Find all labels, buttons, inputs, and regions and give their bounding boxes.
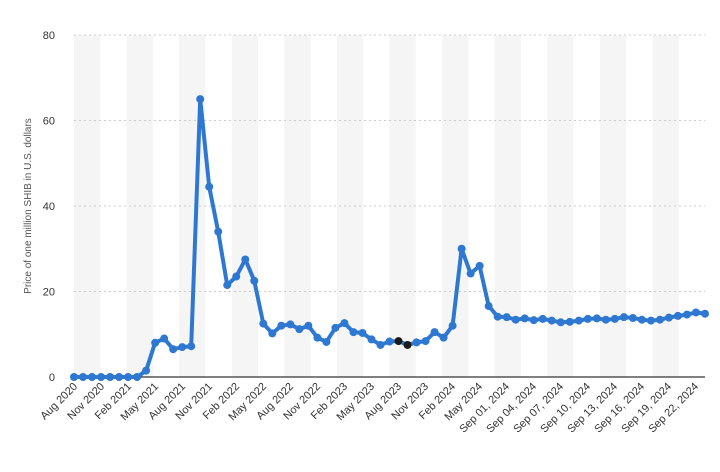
data-point[interactable] [601,315,610,324]
data-point[interactable] [439,333,448,342]
data-point-highlighted[interactable] [403,340,412,349]
data-point[interactable] [520,314,529,323]
data-points [70,95,709,381]
data-point[interactable] [223,281,232,290]
data-point[interactable] [448,321,457,330]
data-point[interactable] [502,313,511,322]
data-point[interactable] [304,321,313,330]
data-point[interactable] [565,317,574,326]
data-point[interactable] [70,373,78,381]
data-point[interactable] [133,373,142,381]
background-band [599,35,627,377]
data-point[interactable] [88,373,97,381]
data-point[interactable] [574,316,583,325]
data-point[interactable] [106,373,115,381]
data-point[interactable] [511,315,520,324]
background-band [494,35,521,377]
y-axis-label: Price of one million SHIB in U.S. dollar… [23,118,34,294]
data-point[interactable] [457,244,466,253]
data-point[interactable] [187,342,196,351]
data-point[interactable] [259,319,268,328]
data-point[interactable] [313,333,322,342]
y-tick-label: 0 [49,372,55,384]
data-point[interactable] [196,95,205,104]
data-point[interactable] [250,276,259,285]
gridlines [74,34,705,292]
data-point[interactable] [592,314,601,323]
data-point[interactable] [124,373,133,381]
data-point[interactable] [232,272,241,281]
data-point[interactable] [701,309,709,318]
data-point[interactable] [412,338,421,347]
data-point[interactable] [214,227,223,236]
data-point[interactable] [475,261,484,270]
data-point[interactable] [340,319,349,328]
data-point[interactable] [268,329,277,338]
y-axis-ticks: 0 20 40 60 80 [43,30,55,384]
data-point[interactable] [358,328,367,337]
y-tick-label: 80 [43,30,55,42]
data-point[interactable] [538,314,547,323]
data-point[interactable] [637,315,646,324]
background-band [74,35,101,377]
data-point[interactable] [151,338,160,347]
background-band [389,35,416,377]
data-point[interactable] [295,325,304,334]
data-point[interactable] [349,328,358,337]
y-tick-label: 60 [43,116,55,128]
data-point[interactable] [142,366,151,375]
data-point[interactable] [205,182,214,191]
data-point[interactable] [655,315,664,324]
data-point[interactable] [79,373,88,381]
data-point[interactable] [430,328,439,337]
data-point[interactable] [664,313,673,322]
data-point[interactable] [115,373,124,381]
data-point[interactable] [367,335,376,344]
y-tick-label: 20 [43,287,55,299]
data-point[interactable] [529,316,538,325]
data-point[interactable] [466,269,475,278]
data-point[interactable] [646,316,655,325]
data-point[interactable] [241,255,250,264]
data-point[interactable] [331,323,340,332]
y-tick-label: 40 [43,201,55,213]
data-point[interactable] [682,310,691,319]
data-point[interactable] [178,343,187,352]
background-band [284,35,311,377]
data-point[interactable] [160,334,169,343]
data-point[interactable] [286,320,295,329]
data-point[interactable] [628,314,637,323]
data-point[interactable] [619,313,628,322]
data-point[interactable] [691,308,700,317]
data-point[interactable] [493,312,502,321]
data-point-highlighted[interactable] [394,337,403,346]
data-point[interactable] [169,345,178,354]
data-point[interactable] [376,340,385,349]
data-point[interactable] [277,321,286,330]
data-point[interactable] [385,337,394,346]
data-point[interactable] [610,314,619,323]
data-point[interactable] [547,316,556,325]
data-point[interactable] [484,302,493,311]
data-point[interactable] [583,314,592,323]
data-point[interactable] [97,373,106,381]
data-point[interactable] [322,337,331,346]
data-point[interactable] [421,337,430,346]
data-point[interactable] [556,318,565,327]
data-point[interactable] [673,311,682,320]
